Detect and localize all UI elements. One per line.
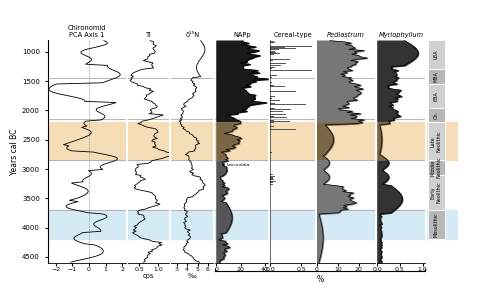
Bar: [378, 210, 425, 239]
Bar: [427, 122, 458, 160]
Bar: [428, 122, 445, 160]
Title: Pediastrum: Pediastrum: [327, 32, 365, 38]
Bar: [215, 210, 268, 239]
Bar: [428, 210, 445, 239]
Bar: [270, 122, 315, 160]
Text: Mesolithic: Mesolithic: [434, 212, 438, 237]
X-axis label: ‰: ‰: [188, 274, 197, 279]
Text: Middle
Neolithic: Middle Neolithic: [430, 157, 442, 178]
Bar: [128, 122, 170, 160]
Bar: [428, 40, 445, 69]
Bar: [215, 122, 268, 160]
Bar: [172, 210, 213, 239]
Bar: [378, 122, 425, 160]
Text: LBA: LBA: [434, 50, 438, 59]
Text: Ch.: Ch.: [434, 111, 438, 119]
Text: MBA: MBA: [434, 71, 438, 82]
Bar: [128, 210, 170, 239]
Bar: [48, 210, 126, 239]
Bar: [428, 84, 445, 108]
Bar: [317, 210, 376, 239]
Text: Late
Neolithic: Late Neolithic: [430, 130, 442, 152]
Text: %: %: [316, 275, 324, 284]
Bar: [48, 122, 126, 160]
Bar: [428, 175, 445, 210]
Title: Chironomid
PCA Axis 1: Chironomid PCA Axis 1: [68, 25, 106, 38]
Text: P. lanceolata: P. lanceolata: [222, 162, 249, 167]
Title: Myriophyllum: Myriophyllum: [378, 32, 424, 38]
Title: Cereal-type: Cereal-type: [273, 32, 312, 38]
Title: δ¹⁵N: δ¹⁵N: [186, 32, 200, 38]
Text: EBA: EBA: [434, 91, 438, 101]
Bar: [317, 122, 376, 160]
Bar: [428, 160, 445, 175]
Title: NAPp: NAPp: [233, 32, 250, 38]
X-axis label: cps: cps: [143, 274, 154, 279]
Bar: [428, 108, 445, 122]
Title: Ti: Ti: [146, 32, 152, 38]
Bar: [270, 210, 315, 239]
Bar: [172, 122, 213, 160]
Bar: [428, 69, 445, 84]
Y-axis label: Years cal BC: Years cal BC: [10, 128, 19, 175]
Text: Early
Neolithic: Early Neolithic: [430, 182, 442, 203]
Bar: [427, 210, 458, 239]
